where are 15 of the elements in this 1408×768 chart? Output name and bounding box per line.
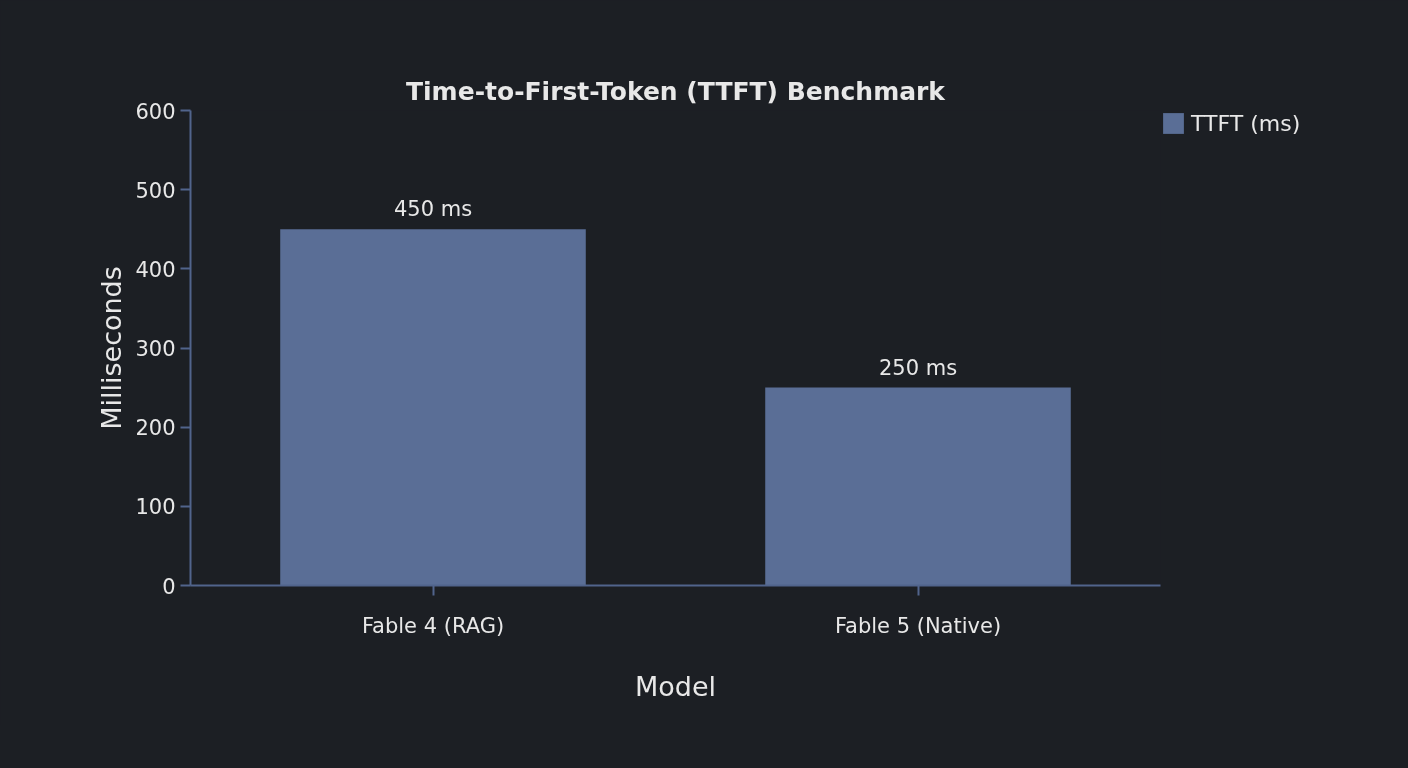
x-tick-label: Fable 4 (RAG) (361, 613, 505, 638)
y-tick-label: 600 (135, 99, 176, 124)
data-label: 450 ms (393, 197, 473, 222)
x-axis-title: Model (634, 670, 717, 702)
x-tick-label: Fable 5 (Native) (834, 613, 1002, 638)
y-tick-label: 200 (135, 416, 176, 441)
y-tick-label: 100 (135, 495, 176, 520)
legend-label: TTFT (ms) (1191, 110, 1301, 136)
y-tick-label: 400 (135, 257, 176, 282)
y-tick-label: 0 (162, 574, 176, 599)
y-tick-label: 300 (135, 337, 176, 361)
chart-title: Time-to-First-Token (TTFT) Benchmark (406, 76, 947, 106)
data-label: 250 ms (878, 355, 958, 380)
y-tick-label: 500 (135, 178, 176, 203)
y-axis-title: Milliseconds (96, 266, 128, 430)
